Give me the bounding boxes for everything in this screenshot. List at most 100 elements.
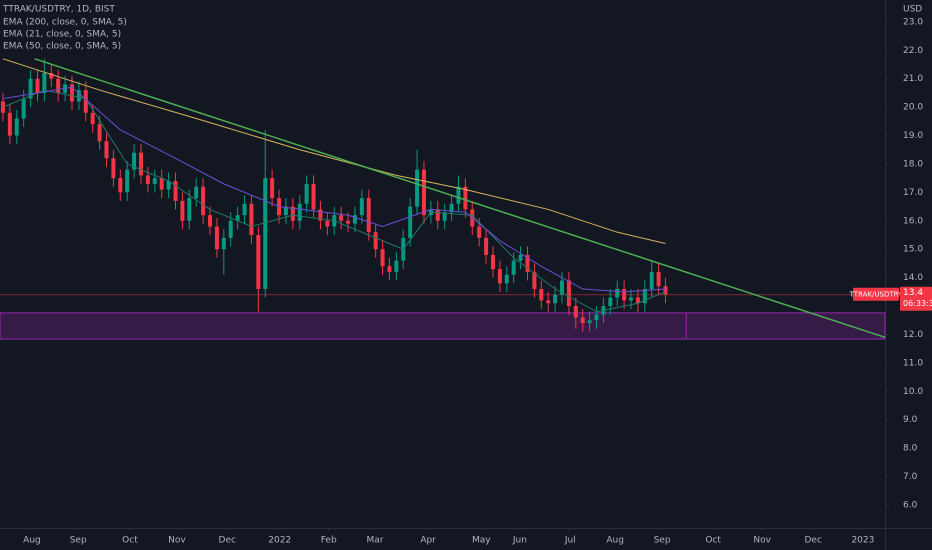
- chart-title: TTRAK/USDTRY, 1D, BIST: [2, 5, 115, 15]
- countdown: 06:33:39: [903, 299, 932, 308]
- x-tick-label: Aug: [606, 536, 624, 546]
- y-tick-label: 8.0: [903, 444, 918, 454]
- candle-body: [290, 206, 295, 221]
- y-tick-label: 18.0: [903, 159, 923, 169]
- y-tick-label: 19.0: [903, 131, 923, 141]
- candle-body: [173, 181, 178, 201]
- y-tick-label: 7.0: [903, 472, 918, 482]
- legend-entry: EMA (21, close, 0, SMA, 5): [3, 30, 121, 40]
- x-tick-label: Oct: [705, 536, 721, 546]
- x-tick-label: Aug: [23, 536, 41, 546]
- candle-body: [394, 260, 399, 272]
- y-tick-label: 9.0: [903, 415, 918, 425]
- candle-body: [76, 90, 81, 102]
- x-tick-label: Apr: [420, 536, 436, 546]
- x-tick-label: Nov: [753, 536, 771, 546]
- zone: [0, 312, 886, 340]
- candle-body: [214, 226, 219, 250]
- currency-label: USD: [903, 5, 922, 15]
- candle-body: [635, 297, 640, 304]
- candle-body: [339, 215, 344, 221]
- candle-body: [387, 266, 392, 272]
- candle-body: [221, 237, 226, 250]
- candle-body: [187, 198, 192, 221]
- candle-body: [380, 249, 385, 267]
- y-tick-label: 15.0: [903, 245, 923, 255]
- candle-body: [69, 84, 74, 102]
- symbol-badge: [853, 287, 899, 301]
- candle-body: [546, 300, 551, 304]
- candle-body: [97, 124, 102, 142]
- candle-body: [118, 178, 123, 193]
- candle-body: [49, 73, 54, 79]
- candle-body: [132, 152, 137, 170]
- x-tick-label: Sep: [70, 536, 87, 546]
- trendline: [34, 58, 886, 339]
- candle-body: [35, 78, 40, 93]
- x-tick-label: Jun: [512, 536, 527, 546]
- candle-body: [201, 186, 206, 216]
- candle-body: [504, 274, 509, 284]
- candle-body: [256, 235, 261, 290]
- ema-line: [2, 58, 666, 245]
- y-tick-label: 12.0: [903, 330, 923, 340]
- legend-entry: EMA (200, close, 0, SMA, 5): [3, 18, 127, 28]
- x-tick-label: 2023: [851, 536, 874, 546]
- symbol-label: TTRAK/USDTRY: [849, 291, 903, 299]
- candle-body: [111, 158, 116, 179]
- candle-body: [56, 78, 61, 93]
- legend-entry: EMA (50, close, 0, SMA, 5): [3, 42, 121, 52]
- candle-body: [352, 215, 357, 224]
- candle-body: [539, 289, 544, 301]
- x-tick-label: Dec: [805, 536, 822, 546]
- candle-body: [477, 226, 482, 238]
- candle-body: [104, 141, 109, 159]
- candle-body: [366, 198, 371, 233]
- candle-body: [642, 289, 647, 304]
- candle-body: [359, 198, 364, 216]
- x-tick-label: Dec: [219, 536, 236, 546]
- candle-body: [194, 186, 199, 199]
- candle-body: [263, 178, 268, 290]
- x-tick-label: Feb: [321, 536, 337, 546]
- candle-body: [490, 254, 495, 270]
- candle-body: [560, 280, 565, 295]
- y-tick-label: 23.0: [903, 17, 923, 27]
- candle-body: [7, 112, 12, 136]
- candle-body: [573, 306, 578, 318]
- x-tick-label: Nov: [168, 536, 186, 546]
- candle-body: [346, 220, 351, 224]
- candle-body: [145, 175, 150, 184]
- candle-body: [28, 78, 33, 99]
- candle-body: [42, 73, 47, 93]
- candle-body: [408, 206, 413, 238]
- candle-body: [553, 294, 558, 304]
- y-tick-label: 6.0: [903, 500, 918, 510]
- candle-body: [228, 220, 233, 238]
- price-badge: [900, 286, 932, 311]
- candle-body: [629, 297, 634, 301]
- ema-line: [2, 89, 666, 313]
- candle-body: [90, 112, 95, 125]
- y-tick-label: 11.0: [903, 358, 923, 368]
- x-tick-label: Mar: [366, 536, 383, 546]
- candle-body: [125, 169, 130, 193]
- candle-body: [21, 98, 26, 119]
- candle-body: [463, 186, 468, 210]
- candle-body: [208, 215, 213, 227]
- candle-body: [615, 289, 620, 298]
- candle-body: [497, 269, 502, 284]
- candle-body: [594, 314, 599, 321]
- candle-body: [83, 90, 88, 113]
- candle-body: [166, 181, 171, 190]
- candle-body: [449, 203, 454, 213]
- candle-body: [608, 297, 613, 307]
- candle-body: [159, 178, 164, 190]
- candle-body: [297, 203, 302, 221]
- candle-body: [180, 200, 185, 221]
- candle-body: [318, 209, 323, 221]
- candle-body: [139, 152, 144, 176]
- x-tick-label: Oct: [122, 536, 138, 546]
